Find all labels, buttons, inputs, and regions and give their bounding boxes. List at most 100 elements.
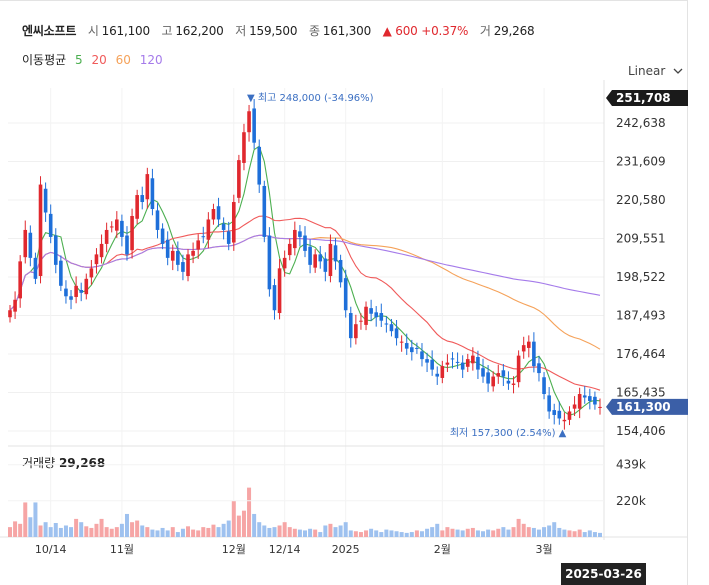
candle (460, 355, 465, 378)
volume-bar (496, 528, 501, 537)
candle (252, 99, 256, 149)
volume-panel-title: 거래량 29,268 (22, 454, 105, 471)
candle (181, 254, 185, 281)
candle (450, 352, 455, 369)
candle (354, 314, 358, 345)
volume-bar (282, 522, 287, 537)
candle (69, 289, 73, 310)
volume-bar (38, 525, 43, 537)
volume-bar (150, 529, 155, 537)
candle (125, 226, 129, 261)
volume-bar (130, 522, 135, 537)
moving-average-legend[interactable]: 이동평균 5 20 60 120 (22, 51, 168, 68)
volume-bar (247, 487, 252, 537)
volume-bar (33, 502, 38, 537)
volume-bar (216, 527, 221, 537)
change-percent: +0.37% (421, 24, 469, 38)
x-tick-label: 12월 (222, 543, 246, 556)
volume-bar (582, 532, 587, 537)
candle (328, 234, 333, 283)
volume-bar (557, 527, 562, 537)
volume-bar (384, 529, 389, 537)
volume-bar (175, 532, 180, 537)
ma-20: 20 (91, 53, 107, 67)
volume-bar (53, 523, 58, 537)
volume-bar (262, 525, 267, 537)
candle (313, 249, 317, 273)
volume-bar (460, 530, 465, 537)
candle (471, 347, 475, 371)
candle (64, 280, 68, 304)
volume-bar (374, 530, 379, 537)
candle (145, 167, 150, 209)
current-price-tag (606, 398, 688, 415)
change-arrow-icon: ▲ (382, 24, 392, 38)
candle (338, 254, 343, 288)
volume-bar (18, 523, 23, 537)
candle (567, 406, 572, 426)
volume-bar (333, 527, 338, 537)
candle (343, 269, 348, 318)
candle (130, 208, 134, 259)
ma-5: 5 (75, 53, 83, 67)
volume-bar (160, 527, 165, 537)
volume-bar (343, 522, 348, 537)
candle (486, 365, 490, 392)
candle (237, 154, 241, 204)
candle (211, 203, 216, 225)
close-value: 161,300 (322, 24, 372, 38)
volume-bar (318, 532, 323, 537)
volume-bar (338, 525, 343, 537)
volume-bar (587, 530, 592, 537)
volume-bar (231, 500, 236, 537)
volume-bar (140, 525, 145, 537)
candle (18, 255, 22, 308)
candle (364, 301, 368, 331)
volume-bar (562, 529, 567, 537)
candle (79, 282, 84, 302)
y-tick-label: 154,406 (616, 424, 666, 438)
candle (323, 252, 328, 282)
top-price-tag (606, 90, 688, 106)
volume-bar (84, 526, 89, 537)
volume-bar (470, 527, 475, 537)
volume-bar (124, 513, 129, 537)
volume-bar (58, 527, 63, 537)
volume-bar (440, 530, 445, 537)
candle (562, 412, 567, 430)
volume-bar (206, 527, 211, 537)
volume-bar (165, 530, 170, 537)
candle (53, 228, 58, 274)
candle (120, 214, 124, 247)
volume-bar (104, 527, 109, 537)
candle (532, 332, 536, 373)
candle (33, 252, 38, 285)
volume-bar (8, 527, 12, 537)
candle (379, 303, 384, 327)
volume-bar (292, 528, 297, 537)
volume-value: 29,268 (493, 24, 535, 38)
candle (115, 211, 119, 238)
candle (526, 335, 531, 358)
candle (140, 186, 145, 210)
volume-bar (552, 522, 557, 537)
candle (420, 343, 424, 367)
y-tick-label: 231,609 (616, 155, 666, 169)
volume-bar (592, 532, 597, 537)
candle (374, 306, 379, 327)
volume-bar (23, 502, 28, 537)
y-tick-label: 198,522 (616, 270, 666, 284)
volume-bar (28, 517, 33, 537)
volume-bar (506, 529, 511, 537)
volume-panel-value: 29,268 (58, 456, 106, 470)
candle (165, 231, 170, 266)
candle (221, 217, 226, 240)
x-tick-label: 2월 (434, 543, 451, 556)
candle (582, 385, 587, 404)
high-value: 162,200 (175, 24, 224, 38)
x-tick-label: 12/14 (269, 543, 301, 556)
candle (348, 306, 353, 348)
scale-selector[interactable]: Linear (628, 64, 683, 78)
volume-bar (455, 529, 460, 537)
